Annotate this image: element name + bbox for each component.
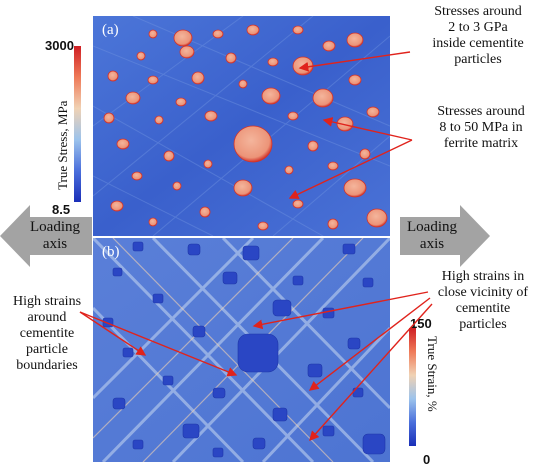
annotation-strain-boundaries: High strains around cementite particle b…: [2, 294, 92, 374]
strain-map-panel: [91, 236, 392, 464]
loading-axis-left-line1: Loading: [30, 219, 80, 235]
annotation-line: particles: [459, 317, 507, 332]
cementite-particles: [103, 24, 388, 231]
annotation-line: particle: [26, 342, 68, 357]
loading-axis-left-arrow: [0, 205, 92, 267]
stress-map-panel: [92, 15, 391, 237]
loading-axis-right-label: Loading axis: [402, 219, 462, 253]
stress-colorbar-gradient: [74, 46, 81, 202]
annotation-line: High strains: [12, 294, 82, 309]
annotation-line: cementite: [455, 301, 511, 316]
annotation-line: 2 to 3 GPa: [448, 20, 508, 35]
annotation-line: around: [27, 310, 67, 325]
annotation-stress-cementite: Stresses around 2 to 3 GPa inside cement…: [408, 4, 548, 68]
strain-colorbar-gradient: [409, 328, 416, 446]
strain-min-tick: 0: [423, 452, 431, 467]
strain-colorbar: [409, 328, 416, 446]
annotation-line: inside cementite: [432, 36, 524, 51]
loading-axis-right-line1: Loading: [407, 219, 457, 235]
annotation-stress-ferrite: Stresses around 8 to 50 MPa in ferrite m…: [414, 104, 548, 152]
annotation-line: cementite: [19, 326, 75, 341]
stress-min-tick: 8.5: [52, 202, 71, 217]
stress-max-tick: 3000: [45, 38, 74, 53]
loading-axis-right-arrow: [400, 205, 490, 267]
panel-b-label: (b): [102, 244, 120, 260]
loading-axis-left-line2: axis: [42, 236, 68, 252]
annotation-line: High strains in: [441, 269, 525, 284]
annotation-line: Stresses around: [434, 4, 522, 19]
panel-a-label: (a): [102, 22, 119, 38]
loading-axis-left-label: Loading axis: [20, 219, 90, 253]
annotation-line: close vicinity of: [437, 285, 529, 300]
annotation-line: 8 to 50 MPa in: [439, 120, 523, 135]
stress-colorbar-title: True Stress, MPa: [55, 100, 70, 190]
annotation-line: Stresses around: [437, 104, 525, 119]
annotation-strain-vicinity: High strains in close vicinity of cement…: [418, 269, 548, 333]
annotation-line: boundaries: [16, 358, 78, 373]
annotation-line: particles: [454, 52, 502, 67]
annotation-line: ferrite matrix: [443, 136, 519, 151]
strain-map-image: [91, 236, 392, 464]
loading-axis-right-line2: axis: [419, 236, 445, 252]
stress-map-image: [92, 15, 391, 237]
stress-colorbar: [74, 46, 81, 202]
strain-colorbar-title: True Strain, %: [425, 336, 440, 412]
